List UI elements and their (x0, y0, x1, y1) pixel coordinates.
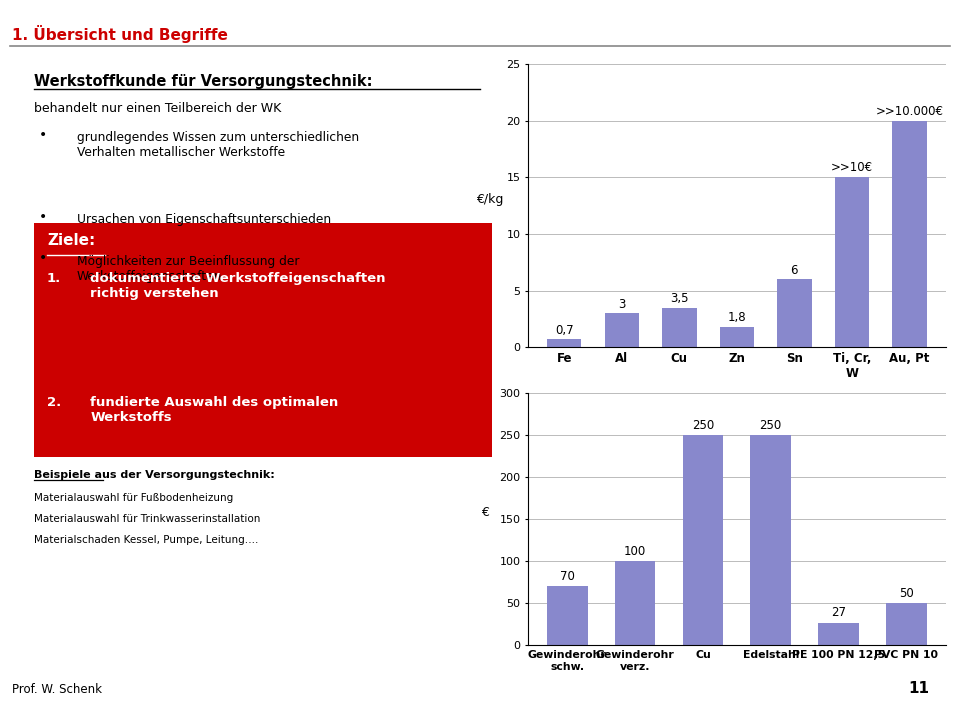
Bar (892, 121, 926, 347)
Bar (777, 279, 811, 347)
Bar (547, 586, 588, 645)
Text: Werkstoffkunde für Versorgungstechnik:: Werkstoffkunde für Versorgungstechnik: (34, 74, 372, 89)
Text: 50: 50 (899, 587, 914, 600)
Text: Möglichkeiten zur Beeinflussung der
Werkstoffeigenschaften: Möglichkeiten zur Beeinflussung der Werk… (77, 255, 300, 282)
Bar (834, 177, 869, 347)
Bar (683, 435, 723, 645)
Text: Materialschaden Kessel, Pumpe, Leitung.…: Materialschaden Kessel, Pumpe, Leitung.… (34, 535, 258, 545)
Text: 1. Übersicht und Begriffe: 1. Übersicht und Begriffe (12, 25, 228, 43)
Text: 3: 3 (618, 298, 626, 311)
Bar (662, 308, 697, 347)
Bar (720, 327, 754, 347)
Bar (751, 435, 791, 645)
Text: behandelt nur einen Teilbereich der WK: behandelt nur einen Teilbereich der WK (34, 102, 281, 115)
Text: 6: 6 (791, 264, 798, 277)
Text: konstruktiv richtiger Einsatz des
Werkstoffs: konstruktiv richtiger Einsatz des Werkst… (90, 521, 335, 549)
Y-axis label: €/kg: €/kg (476, 193, 503, 206)
Bar (547, 340, 582, 347)
Text: 3.: 3. (47, 521, 61, 534)
Text: Materialauswahl für Fußbodenheizung: Materialauswahl für Fußbodenheizung (34, 493, 233, 503)
Text: Ursachen von Eigenschaftsunterschieden: Ursachen von Eigenschaftsunterschieden (77, 213, 331, 226)
Bar (614, 562, 656, 645)
Text: •: • (38, 251, 47, 265)
Bar (818, 623, 859, 645)
Text: 27: 27 (831, 606, 846, 619)
Text: 3,5: 3,5 (670, 292, 688, 305)
Text: fundierte Auswahl des optimalen
Werkstoffs: fundierte Auswahl des optimalen Werkstof… (90, 396, 339, 424)
Text: 1,8: 1,8 (728, 311, 746, 324)
Text: Materialauswahl für Trinkwasserinstallation: Materialauswahl für Trinkwasserinstallat… (34, 514, 260, 524)
Bar (605, 313, 639, 347)
Text: >>10€: >>10€ (830, 162, 873, 174)
Text: 2.: 2. (47, 396, 61, 409)
Text: 250: 250 (759, 419, 781, 432)
Y-axis label: €: € (481, 506, 490, 519)
Text: Prof. W. Schenk: Prof. W. Schenk (12, 683, 102, 696)
Text: 250: 250 (692, 419, 714, 432)
Text: •: • (38, 210, 47, 224)
Text: •: • (38, 128, 47, 142)
Bar (886, 603, 926, 645)
Text: >>10.000€: >>10.000€ (876, 105, 944, 118)
Text: 70: 70 (560, 570, 575, 583)
Text: Ziele:: Ziele: (47, 233, 95, 247)
Text: grundlegendes Wissen zum unterschiedlichen
Verhalten metallischer Werkstoffe: grundlegendes Wissen zum unterschiedlich… (77, 131, 359, 159)
Text: Beispiele aus der Versorgungstechnik:: Beispiele aus der Versorgungstechnik: (34, 470, 275, 480)
Text: 100: 100 (624, 545, 646, 558)
Text: 11: 11 (908, 681, 929, 696)
Text: dokumentierte Werkstoffeigenschaften
richtig verstehen: dokumentierte Werkstoffeigenschaften ric… (90, 272, 386, 299)
Text: 0,7: 0,7 (555, 323, 573, 337)
Text: Tafel1-2: Preise für einige ausgewählte Stoffe: Tafel1-2: Preise für einige ausgewählte … (528, 421, 775, 431)
Text: 1.: 1. (47, 272, 61, 284)
